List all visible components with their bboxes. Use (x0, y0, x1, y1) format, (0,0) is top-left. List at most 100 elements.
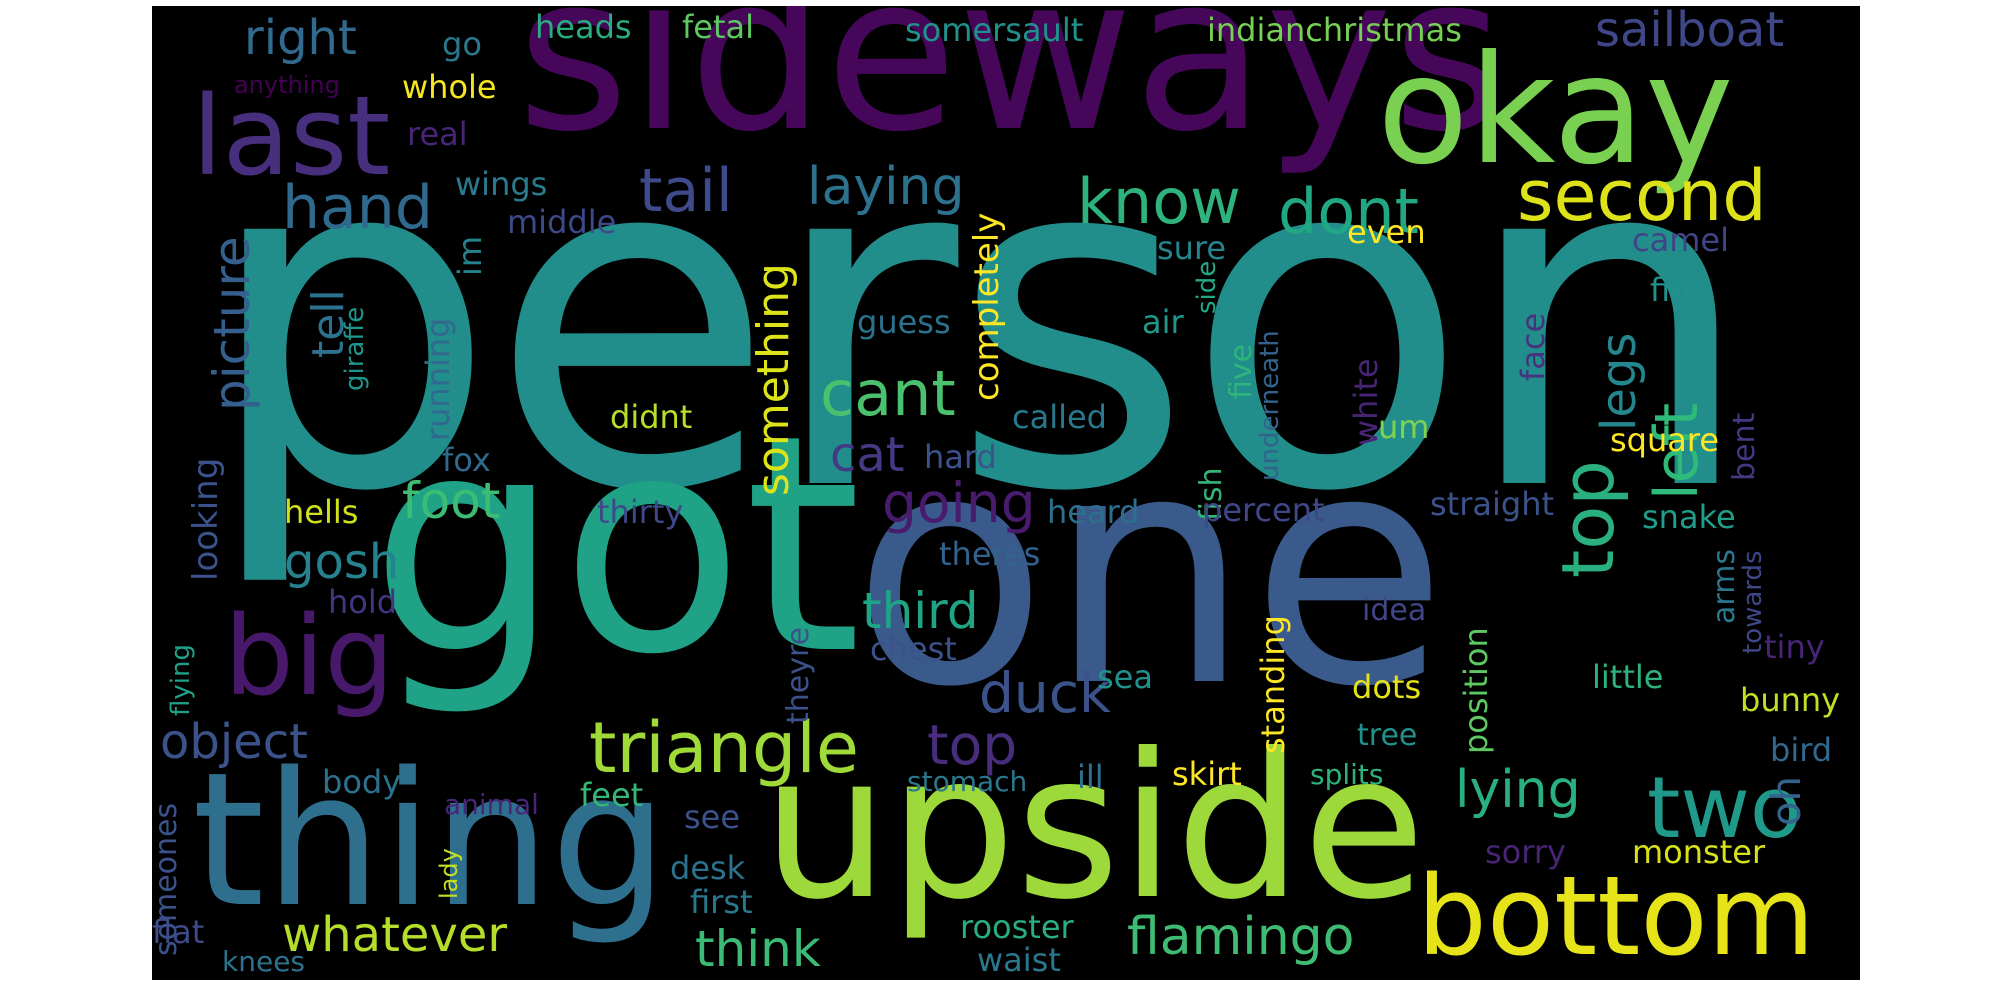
word-know: know (1077, 165, 1241, 238)
word-position: position (1457, 627, 1495, 754)
word-idea: idea (1362, 593, 1427, 628)
word-air: air (1142, 303, 1184, 341)
word-waist: waist (977, 941, 1061, 979)
word-running: running (419, 317, 457, 441)
word-called: called (1012, 398, 1107, 436)
word-ill: ill (1077, 758, 1104, 796)
word-got: got (370, 371, 862, 720)
word-somersault: somersault (905, 11, 1084, 49)
word-hold: hold (328, 583, 398, 621)
word-right: right (244, 10, 357, 66)
word-chest: chest (870, 630, 957, 668)
word-last: last (192, 72, 391, 200)
word-anything: anything (234, 71, 340, 99)
word-left: top (927, 713, 1018, 777)
word-towards: towards (1738, 550, 1768, 654)
word-go: go (442, 25, 482, 63)
word-skirt: skirt (1172, 755, 1242, 793)
word-first: first (690, 883, 753, 921)
word-second: second (1517, 155, 1767, 237)
word-theres: theres (939, 535, 1041, 573)
word-underneath: underneath (1255, 330, 1285, 481)
word-face: face (1514, 312, 1552, 381)
word-ok: duck (979, 661, 1111, 725)
word-flying: flying (166, 644, 196, 716)
word-straight: straight (1430, 485, 1555, 523)
word-hand: hand (282, 173, 433, 243)
word-heads: heads (535, 8, 632, 46)
word-triangle: triangle (589, 707, 859, 789)
word-laying: laying (807, 157, 965, 217)
word-oh: oh (1764, 776, 1810, 826)
word-flat: flat (152, 913, 205, 951)
word-going: going (882, 471, 1036, 535)
word-one: one (852, 385, 1448, 757)
word-two: two (1647, 759, 1802, 858)
word-bottom: bottom (1417, 852, 1815, 980)
word-didnt: didnt (610, 398, 693, 436)
word-sure: sure (1157, 229, 1227, 267)
word-top: top (1546, 460, 1630, 578)
word-cloud: person sideways got one upside thing oka… (152, 6, 1860, 980)
word-bunny: bunny (1740, 681, 1841, 719)
word-bird: bird (1770, 731, 1833, 769)
word-percent: percent (1202, 491, 1325, 529)
word-tree: tree (1357, 718, 1418, 753)
word-fin: fin (1650, 271, 1691, 309)
word-wings: wings (455, 165, 548, 203)
word-dots: dots (1352, 668, 1422, 706)
word-knees: knees (222, 945, 306, 978)
word-theyre: theyre (781, 626, 816, 724)
word-indianchristmas: indianchristmas (1207, 11, 1462, 49)
word-person: person (202, 51, 1756, 593)
word-gosh: gosh (284, 534, 400, 590)
word-lady: see (684, 798, 741, 836)
word-even: even (1347, 213, 1426, 251)
word-camel: camel (1632, 221, 1729, 259)
word-okay: okay (1377, 24, 1734, 198)
word-sailboat: sailboat (1595, 6, 1785, 58)
word-cant: cant (820, 357, 956, 430)
word-little: little (1592, 658, 1664, 696)
word-dont: dont (1278, 175, 1419, 248)
word-desk: desk (670, 849, 746, 887)
word-upside: upside (762, 711, 1426, 944)
word-sorry: sorry (1485, 833, 1566, 871)
word-splits: splits (1310, 758, 1384, 791)
word-hells: hells (284, 493, 359, 531)
word-guess: guess (857, 303, 951, 341)
word-think: think (695, 920, 821, 978)
word-im: im (451, 235, 489, 276)
word-side: side (1192, 260, 1222, 314)
word-giraffe: giraffe (340, 306, 370, 391)
word-heard: heard (1047, 493, 1140, 531)
word-arms: arms (1707, 548, 1742, 624)
word-big: big (224, 592, 395, 720)
word-foot: foot (402, 472, 501, 530)
word-feet: feet (580, 776, 644, 814)
word-cat: cat (830, 427, 905, 483)
word-thirty: thirty (597, 493, 684, 531)
word-thing: thing (192, 732, 668, 948)
word-fox: fox (442, 441, 491, 479)
word-bent: square (1610, 421, 1720, 459)
word-hard: hard (924, 438, 997, 476)
word-sideways: sideways (517, 6, 1505, 179)
word-animal: animal (444, 788, 539, 821)
word-middle: middle (507, 203, 617, 241)
word-completely: completely (967, 212, 1007, 401)
word-square: bent (1727, 412, 1762, 481)
word-rooster: rooster (960, 908, 1074, 946)
word-flamingo: flamingo (1127, 907, 1355, 967)
word-something: something (748, 263, 799, 496)
word-looking: looking (186, 457, 226, 581)
word-body: body (322, 763, 402, 801)
word-standing: standing (1254, 615, 1292, 754)
word-legs: legs (1591, 332, 1647, 431)
word-stomach: stomach (907, 765, 1028, 798)
word-snake: snake (1642, 498, 1736, 536)
word-monster: monster (1632, 833, 1766, 871)
word-real: real (407, 115, 468, 153)
word-whole: whole (402, 68, 497, 106)
word-tiny: tiny (1764, 628, 1825, 666)
